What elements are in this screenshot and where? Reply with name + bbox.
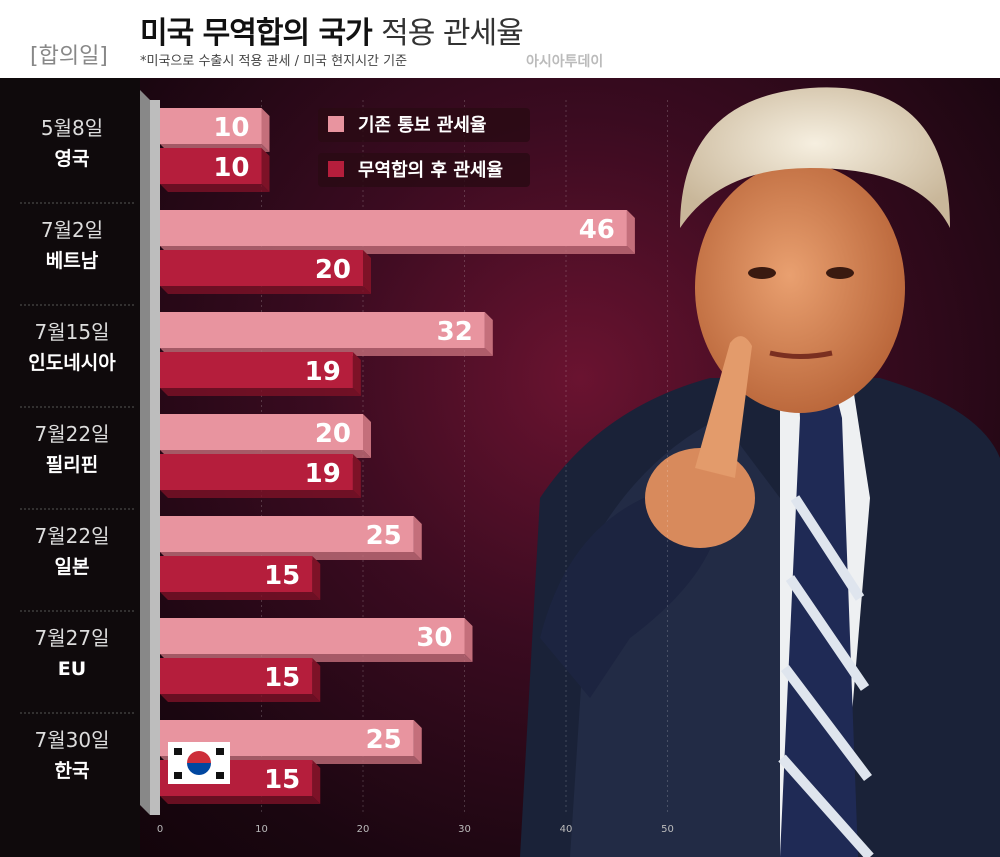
bar-previous [160,108,262,144]
x-tick-label: 30 [458,824,471,835]
bar-value-label: 25 [366,725,402,755]
pointing-person-image [520,87,1000,857]
bar-side [413,720,422,764]
category-date-label: 7월27일 [35,626,110,650]
bar-value-label: 19 [305,459,341,489]
flag-trigram [174,748,182,755]
bar-side [464,618,473,662]
flag-trigram [216,748,224,755]
bar-side [352,454,361,498]
bar-value-label: 20 [315,419,351,449]
bar-value-label: 15 [264,765,300,795]
bar-agreed [160,658,313,694]
bar-bottom [160,286,371,294]
bar-side [484,312,493,356]
category-date-label: 7월2일 [41,218,103,242]
flag-trigram [174,772,182,779]
bar-value-label: 15 [264,561,300,591]
bar-side [261,148,270,192]
bar-side [363,414,371,458]
category-country-label: 필리핀 [46,454,98,476]
legend-item-bg [318,108,530,142]
category-country-label: 인도네시아 [28,352,116,374]
bar-agreed [160,454,353,490]
bar-value-label: 15 [264,663,300,693]
bar-bottom [160,592,321,600]
source-credit: 아시아투데이 [526,54,604,70]
bar-bottom [160,694,321,702]
header: 미국 무역합의 국가 적용 관세율 [합의일] *미국으로 수출시 적용 관세 … [0,0,1000,78]
bar-value-label: 32 [437,317,473,347]
bar-bottom [160,490,361,498]
bar-value-label: 19 [305,357,341,387]
bar-previous [160,414,363,450]
bar-side [352,352,361,396]
legend-label: 무역합의 후 관세율 [358,159,503,181]
bar-side [363,250,371,294]
axis-spine [150,100,160,815]
bar-value-label: 30 [416,623,452,653]
bar-agreed [160,352,353,388]
legend-item-bg [318,153,530,187]
flag-trigram [216,772,224,779]
category-country-label: 영국 [55,148,90,170]
bar-value-label: 20 [315,255,351,285]
bar-value-label: 10 [213,113,249,143]
bar-value-label: 46 [579,215,615,245]
bar-previous [160,618,465,654]
bar-side [261,108,270,152]
category-country-label: 일본 [55,556,90,578]
bar-agreed [160,148,262,184]
category-date-label: 7월15일 [35,320,110,344]
subtitle: *미국으로 수출시 적용 관세 / 미국 현지시간 기준 [140,54,408,69]
title-light: 적용 관세율 [381,16,524,51]
flag-taeguk-top [187,751,211,763]
bar-side [413,516,422,560]
legend-label: 기존 통보 관세율 [358,115,486,136]
x-tick-label: 20 [357,824,370,835]
x-tick-label: 50 [661,824,674,835]
bar-side [626,210,635,254]
flag-taeguk-bottom [187,763,211,775]
axis-spine-side [140,90,150,815]
category-date-label: 7월30일 [35,728,110,752]
category-date-label: 7월22일 [35,524,110,548]
bar-value-label: 25 [366,521,402,551]
bar-side [312,658,321,702]
bar-bottom [160,388,361,396]
legend-swatch [328,116,344,132]
category-country-label: 베트남 [46,250,99,272]
bar-previous [160,516,414,552]
bar-bottom [160,184,270,192]
bar-side [312,760,321,804]
category-country-label: EU [58,658,86,680]
legend-swatch [328,161,344,177]
bar-side [312,556,321,600]
category-label-column [0,78,140,857]
category-date-label: 7월22일 [35,422,110,446]
x-tick-label: 10 [255,824,268,835]
bar-agreed [160,556,313,592]
bar-bottom [160,796,321,804]
bar-agreed [160,250,363,286]
category-country-label: 한국 [55,760,90,782]
bar-previous [160,210,627,246]
date-column-header: [합의일] [30,44,108,69]
bar-value-label: 10 [213,153,249,183]
page-title: 미국 무역합의 국가 적용 관세율 [140,8,524,52]
x-tick-label: 40 [560,824,573,835]
bar-previous [160,312,485,348]
x-tick-label: 0 [157,824,163,835]
title-strong: 미국 무역합의 국가 [140,16,373,51]
category-date-label: 5월8일 [41,116,103,140]
